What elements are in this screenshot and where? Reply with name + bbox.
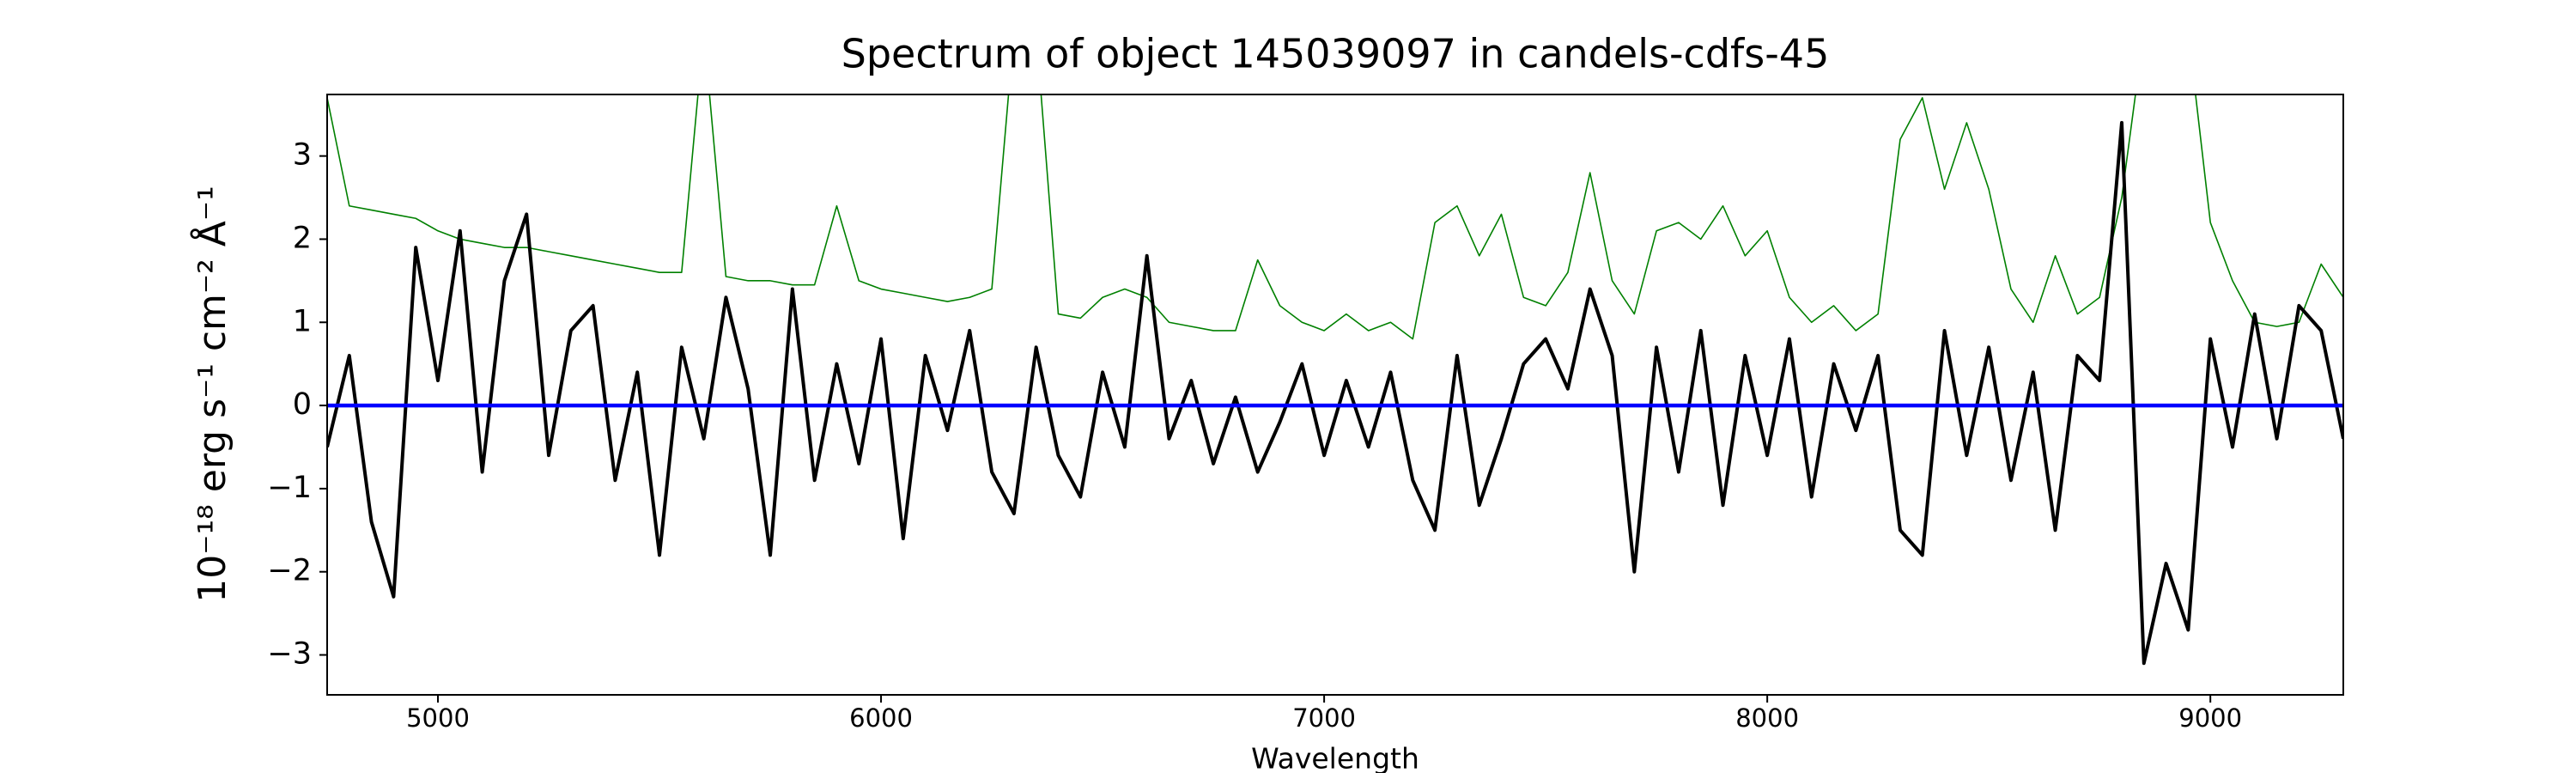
chart-title: Spectrum of object 145039097 in candels-… [841,31,1830,77]
y-tick-label: 2 [293,221,312,255]
x-tick-label: 7000 [1292,703,1356,733]
y-tick-label: 3 [293,138,312,173]
y-tick-label: 1 [293,304,312,338]
spectrum-line [327,120,2343,666]
y-tick-label: −2 [267,554,312,588]
x-axis-label: Wavelength [1251,742,1419,773]
y-tick-label: −1 [267,471,312,505]
plot-area [327,94,2343,666]
x-tick-label: 5000 [406,703,470,733]
axes-frame [326,94,2344,696]
spectrum-line [327,94,2343,340]
x-tick-label: 9000 [2178,703,2242,733]
y-axis-label: 10⁻¹⁸ erg s⁻¹ cm⁻² Å⁻¹ [189,186,234,602]
y-tick-label: 0 [293,387,312,422]
x-tick-label: 8000 [1735,703,1799,733]
y-tick-label: −3 [267,637,312,672]
x-tick-label: 6000 [849,703,913,733]
